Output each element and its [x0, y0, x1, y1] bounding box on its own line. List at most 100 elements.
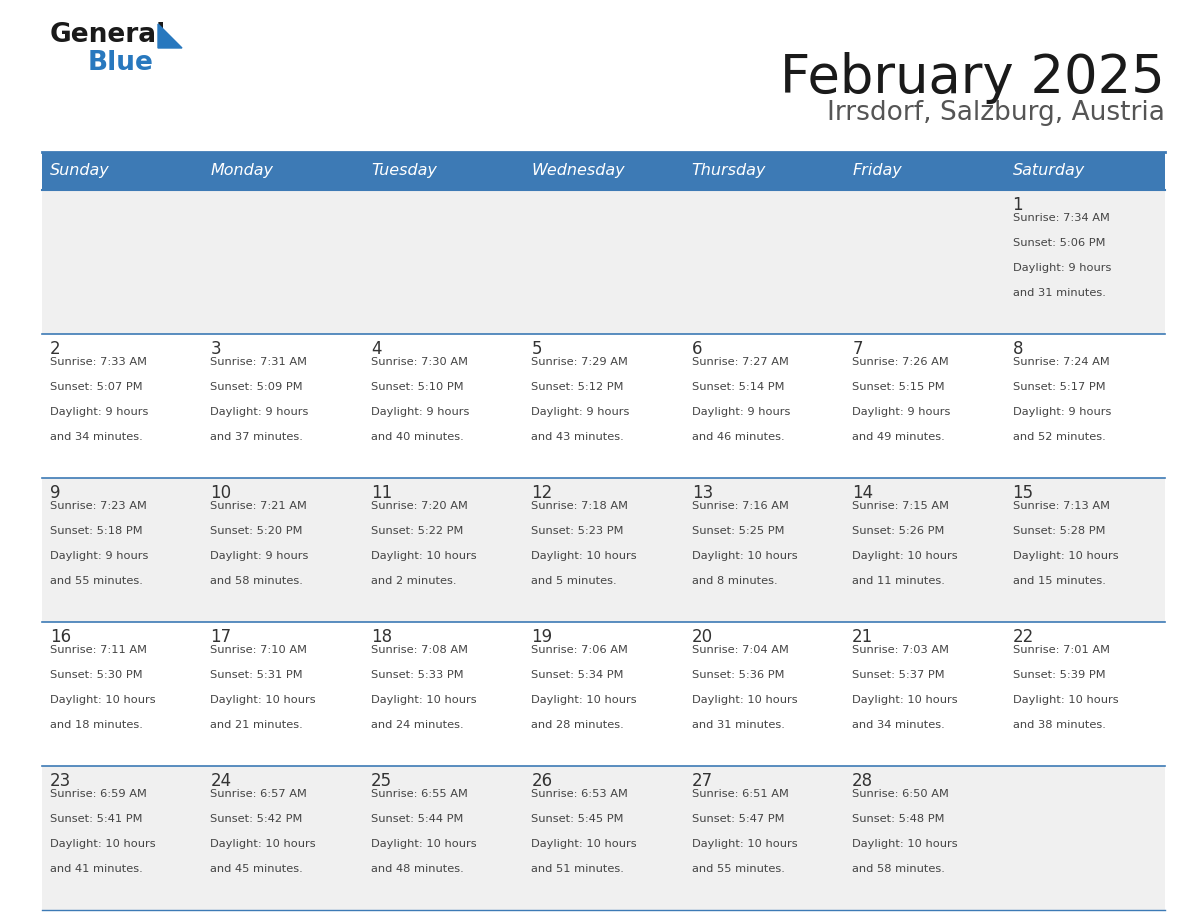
Text: Sunset: 5:06 PM: Sunset: 5:06 PM: [1012, 238, 1105, 248]
Text: 13: 13: [691, 484, 713, 502]
Text: Sunrise: 7:11 AM: Sunrise: 7:11 AM: [50, 644, 147, 655]
Text: 18: 18: [371, 628, 392, 646]
Text: Daylight: 10 hours: Daylight: 10 hours: [852, 695, 958, 705]
Text: and 18 minutes.: and 18 minutes.: [50, 721, 143, 731]
Text: Tuesday: Tuesday: [371, 163, 437, 178]
Text: and 2 minutes.: and 2 minutes.: [371, 577, 456, 587]
Text: and 5 minutes.: and 5 minutes.: [531, 577, 617, 587]
Text: 8: 8: [1012, 340, 1023, 358]
Text: Irrsdorf, Salzburg, Austria: Irrsdorf, Salzburg, Austria: [827, 100, 1165, 126]
Text: 17: 17: [210, 628, 232, 646]
Text: Sunset: 5:12 PM: Sunset: 5:12 PM: [531, 382, 624, 392]
Text: Blue: Blue: [88, 50, 154, 76]
Text: Sunrise: 7:20 AM: Sunrise: 7:20 AM: [371, 501, 468, 510]
Text: Sunrise: 7:27 AM: Sunrise: 7:27 AM: [691, 357, 789, 367]
Text: Sunset: 5:17 PM: Sunset: 5:17 PM: [1012, 382, 1105, 392]
Text: 12: 12: [531, 484, 552, 502]
Text: Daylight: 10 hours: Daylight: 10 hours: [531, 551, 637, 561]
Text: Sunset: 5:48 PM: Sunset: 5:48 PM: [852, 814, 944, 824]
Text: Sunrise: 7:34 AM: Sunrise: 7:34 AM: [1012, 213, 1110, 223]
Text: and 11 minutes.: and 11 minutes.: [852, 577, 944, 587]
Text: Daylight: 10 hours: Daylight: 10 hours: [210, 695, 316, 705]
Text: Sunrise: 7:01 AM: Sunrise: 7:01 AM: [1012, 644, 1110, 655]
Text: Daylight: 10 hours: Daylight: 10 hours: [210, 839, 316, 849]
Text: Daylight: 10 hours: Daylight: 10 hours: [852, 551, 958, 561]
Text: 25: 25: [371, 772, 392, 790]
Text: and 48 minutes.: and 48 minutes.: [371, 865, 463, 875]
Text: Sunrise: 7:16 AM: Sunrise: 7:16 AM: [691, 501, 789, 510]
Bar: [42, 334, 1165, 478]
Text: and 31 minutes.: and 31 minutes.: [691, 721, 784, 731]
Text: and 34 minutes.: and 34 minutes.: [50, 432, 143, 442]
Text: 10: 10: [210, 484, 232, 502]
Text: 23: 23: [50, 772, 71, 790]
Text: and 38 minutes.: and 38 minutes.: [1012, 721, 1106, 731]
Text: and 8 minutes.: and 8 minutes.: [691, 577, 777, 587]
Text: Sunset: 5:41 PM: Sunset: 5:41 PM: [50, 814, 143, 824]
Text: Sunset: 5:30 PM: Sunset: 5:30 PM: [50, 670, 143, 680]
Text: Sunset: 5:45 PM: Sunset: 5:45 PM: [531, 814, 624, 824]
Text: Daylight: 9 hours: Daylight: 9 hours: [210, 408, 309, 417]
Text: and 52 minutes.: and 52 minutes.: [1012, 432, 1105, 442]
Text: Sunrise: 7:26 AM: Sunrise: 7:26 AM: [852, 357, 949, 367]
Text: Monday: Monday: [210, 163, 273, 178]
Text: 19: 19: [531, 628, 552, 646]
Text: 7: 7: [852, 340, 862, 358]
Text: Sunrise: 7:08 AM: Sunrise: 7:08 AM: [371, 644, 468, 655]
Text: Daylight: 10 hours: Daylight: 10 hours: [371, 695, 476, 705]
Text: Sunrise: 7:06 AM: Sunrise: 7:06 AM: [531, 644, 628, 655]
Text: Sunrise: 7:04 AM: Sunrise: 7:04 AM: [691, 644, 789, 655]
Text: Daylight: 10 hours: Daylight: 10 hours: [531, 839, 637, 849]
Text: 4: 4: [371, 340, 381, 358]
Text: 24: 24: [210, 772, 232, 790]
Text: Friday: Friday: [852, 163, 902, 178]
Text: Sunrise: 7:31 AM: Sunrise: 7:31 AM: [210, 357, 308, 367]
Text: 22: 22: [1012, 628, 1034, 646]
Text: Sunset: 5:23 PM: Sunset: 5:23 PM: [531, 526, 624, 536]
Text: Sunrise: 7:21 AM: Sunrise: 7:21 AM: [210, 501, 308, 510]
Text: Sunset: 5:39 PM: Sunset: 5:39 PM: [1012, 670, 1105, 680]
Text: 15: 15: [1012, 484, 1034, 502]
Text: Sunrise: 7:15 AM: Sunrise: 7:15 AM: [852, 501, 949, 510]
Text: and 31 minutes.: and 31 minutes.: [1012, 288, 1106, 298]
Bar: [42, 478, 1165, 622]
Text: and 24 minutes.: and 24 minutes.: [371, 721, 463, 731]
Text: 9: 9: [50, 484, 61, 502]
Polygon shape: [158, 24, 182, 48]
Text: Sunset: 5:42 PM: Sunset: 5:42 PM: [210, 814, 303, 824]
Text: Daylight: 10 hours: Daylight: 10 hours: [371, 551, 476, 561]
Text: Sunset: 5:20 PM: Sunset: 5:20 PM: [210, 526, 303, 536]
Text: General: General: [50, 22, 166, 48]
Text: and 40 minutes.: and 40 minutes.: [371, 432, 463, 442]
Text: Daylight: 10 hours: Daylight: 10 hours: [1012, 551, 1118, 561]
Text: 3: 3: [210, 340, 221, 358]
Text: Sunrise: 6:50 AM: Sunrise: 6:50 AM: [852, 789, 949, 799]
Text: and 55 minutes.: and 55 minutes.: [691, 865, 784, 875]
Text: Sunset: 5:47 PM: Sunset: 5:47 PM: [691, 814, 784, 824]
Text: Sunday: Sunday: [50, 163, 109, 178]
Text: Daylight: 10 hours: Daylight: 10 hours: [371, 839, 476, 849]
Text: and 51 minutes.: and 51 minutes.: [531, 865, 624, 875]
Text: Sunset: 5:15 PM: Sunset: 5:15 PM: [852, 382, 944, 392]
Text: 28: 28: [852, 772, 873, 790]
Text: Daylight: 10 hours: Daylight: 10 hours: [852, 839, 958, 849]
Text: Sunset: 5:31 PM: Sunset: 5:31 PM: [210, 670, 303, 680]
Text: Sunset: 5:28 PM: Sunset: 5:28 PM: [1012, 526, 1105, 536]
Text: 5: 5: [531, 340, 542, 358]
Text: Daylight: 9 hours: Daylight: 9 hours: [1012, 408, 1111, 417]
Bar: [42, 766, 1165, 910]
Text: 27: 27: [691, 772, 713, 790]
Text: 20: 20: [691, 628, 713, 646]
Text: Sunrise: 7:24 AM: Sunrise: 7:24 AM: [1012, 357, 1110, 367]
Text: Sunset: 5:18 PM: Sunset: 5:18 PM: [50, 526, 143, 536]
Text: and 37 minutes.: and 37 minutes.: [210, 432, 303, 442]
Text: Daylight: 9 hours: Daylight: 9 hours: [1012, 263, 1111, 274]
Text: Sunset: 5:09 PM: Sunset: 5:09 PM: [210, 382, 303, 392]
Text: Sunset: 5:37 PM: Sunset: 5:37 PM: [852, 670, 944, 680]
Text: and 46 minutes.: and 46 minutes.: [691, 432, 784, 442]
Text: 21: 21: [852, 628, 873, 646]
Text: and 21 minutes.: and 21 minutes.: [210, 721, 303, 731]
Text: Daylight: 10 hours: Daylight: 10 hours: [691, 551, 797, 561]
Text: Sunrise: 7:29 AM: Sunrise: 7:29 AM: [531, 357, 628, 367]
Text: Sunrise: 7:10 AM: Sunrise: 7:10 AM: [210, 644, 308, 655]
